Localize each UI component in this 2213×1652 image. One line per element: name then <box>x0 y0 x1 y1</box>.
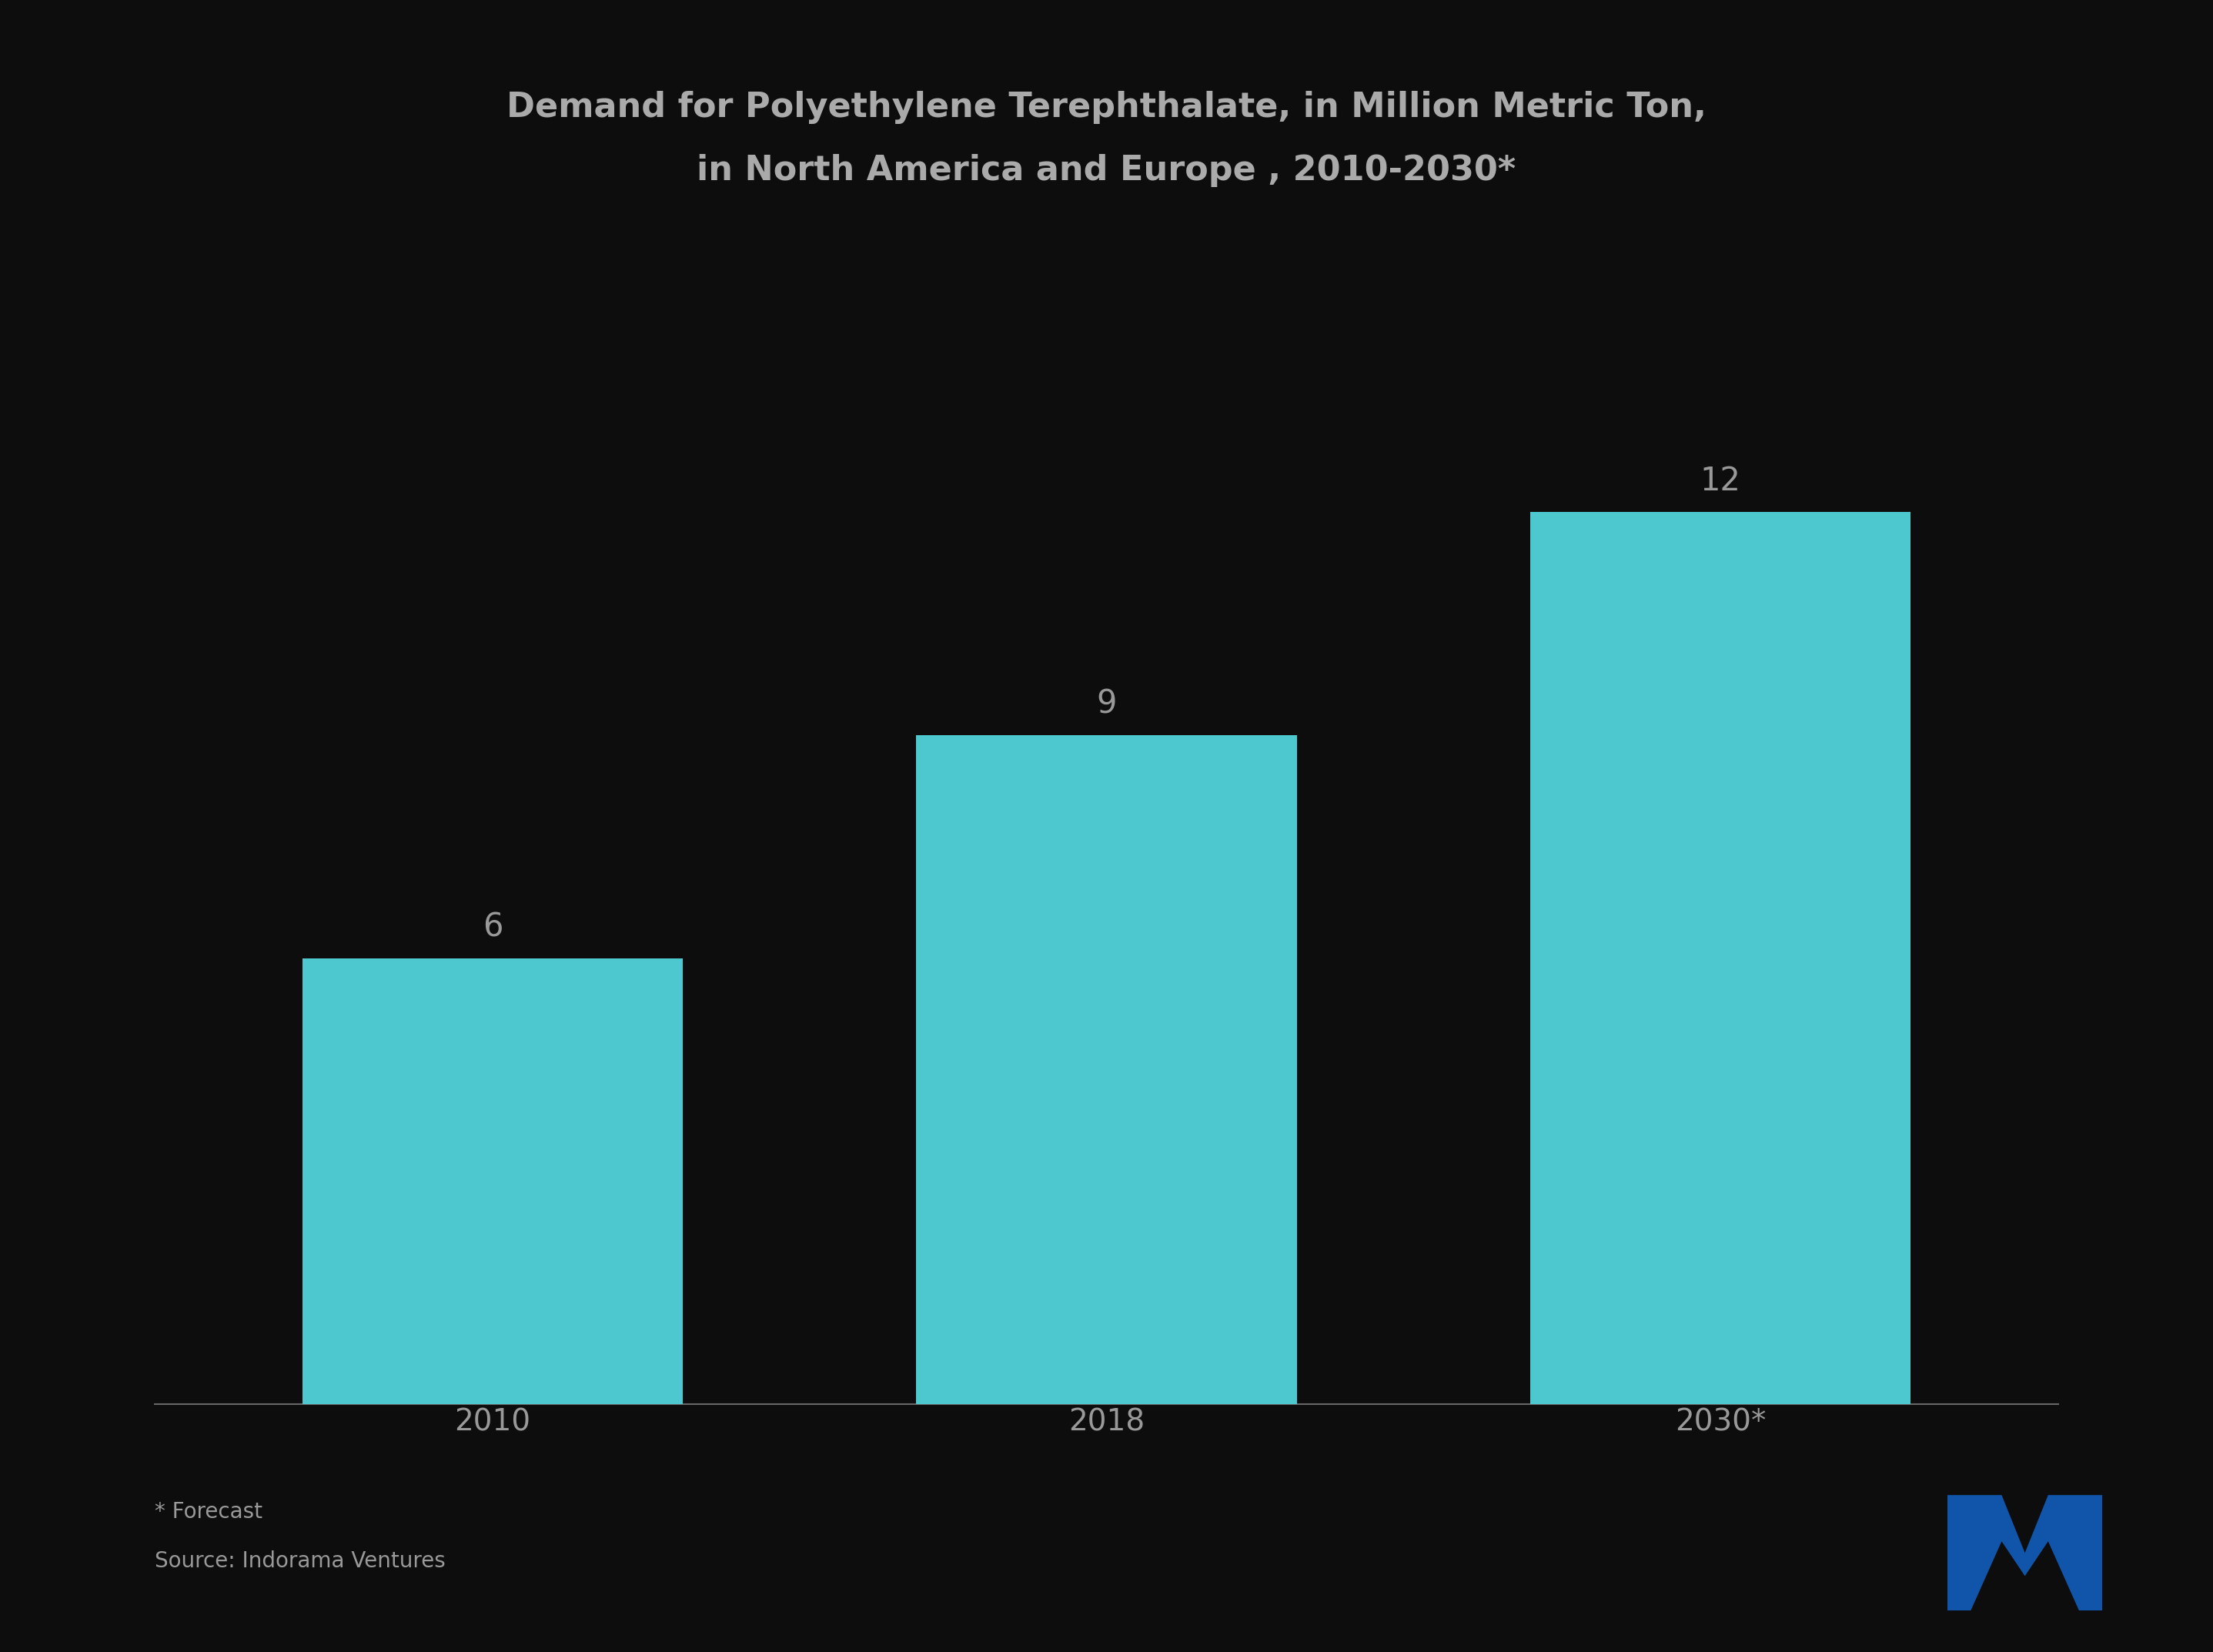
Text: 9: 9 <box>1095 687 1118 720</box>
Text: Demand for Polyethylene Terephthalate, in Million Metric Ton,: Demand for Polyethylene Terephthalate, i… <box>507 91 1706 124</box>
Text: Source: Indorama Ventures: Source: Indorama Ventures <box>155 1550 445 1573</box>
Bar <box>303 958 684 1404</box>
Text: * Forecast: * Forecast <box>155 1500 263 1523</box>
Bar <box>1529 512 1910 1404</box>
Polygon shape <box>1947 1495 2102 1611</box>
Text: 6: 6 <box>482 910 502 943</box>
Text: 12: 12 <box>1700 464 1742 497</box>
Bar <box>916 735 1297 1404</box>
Text: in North America and Europe , 2010-2030*: in North America and Europe , 2010-2030* <box>697 154 1516 187</box>
